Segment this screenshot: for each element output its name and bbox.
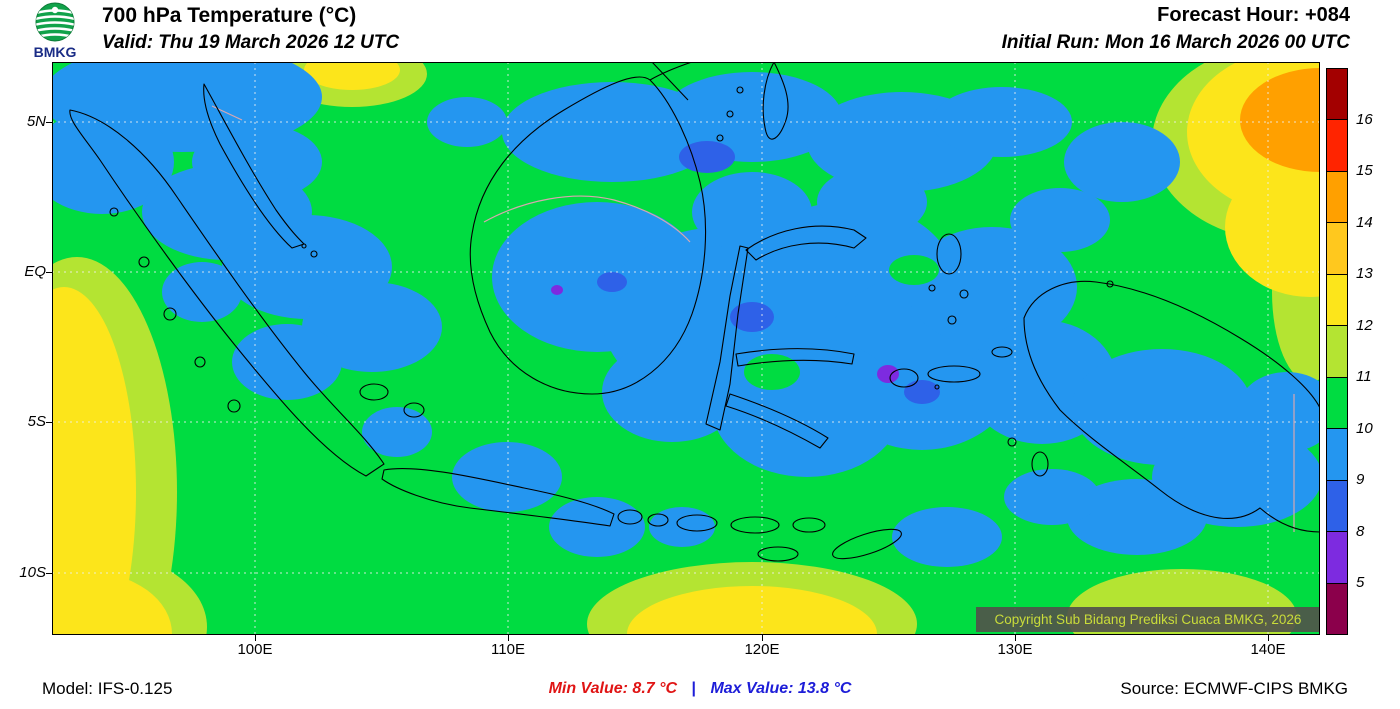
copyright-text: Copyright Sub Bidang Prediksi Cuaca BMKG…	[995, 612, 1302, 627]
minmax-line: Min Value: 8.7 °C | Max Value: 13.8 °C	[0, 680, 1400, 698]
gridlines-layer	[52, 62, 1320, 635]
colorbar-tick-label: 9	[1356, 471, 1365, 489]
map-frame	[52, 62, 1320, 635]
coastlines-layer	[69, 62, 1320, 562]
temperature-fill-layer	[52, 62, 1320, 635]
y-axis-label-eq: EQ	[24, 263, 46, 280]
indonesia-temperature-map: Copyright Sub Bidang Prediksi Cuaca BMKG…	[52, 62, 1320, 635]
x-axis-tick	[762, 635, 763, 641]
y-axis-tick	[46, 422, 52, 423]
y-axis-label-5n: 5N	[26, 113, 46, 130]
bmkg-logo-text: BMKG	[34, 44, 77, 60]
copyright-overlay: Copyright Sub Bidang Prediksi Cuaca BMKG…	[976, 607, 1320, 632]
colorbar-cell	[1327, 274, 1347, 327]
temperature-contour-svg: Copyright Sub Bidang Prediksi Cuaca BMKG…	[52, 62, 1320, 635]
colorbar-tick-label: 13	[1356, 265, 1373, 283]
colorbar-tick-label: 14	[1356, 213, 1373, 231]
model-label: Model: IFS-0.125	[42, 679, 173, 698]
y-axis-label-5s: 5S	[27, 413, 46, 430]
colorbar-cell	[1327, 583, 1347, 634]
x-axis-tick	[1268, 635, 1269, 641]
colorbar-cell	[1327, 429, 1347, 481]
x-axis-label-120e: 120E	[744, 641, 780, 658]
initial-run-label: Initial Run: Mon 16 March 2026 00 UTC	[1001, 32, 1350, 53]
y-axis-tick	[46, 272, 52, 273]
x-axis-label-140e: 140E	[1250, 641, 1286, 658]
colorbar-tick-label: 5	[1356, 574, 1365, 592]
x-axis-tick	[508, 635, 509, 641]
y-axis-label-10s: 10S	[19, 564, 46, 581]
page-title: 700 hPa Temperature (°C)	[102, 4, 357, 27]
colorbar	[1326, 68, 1348, 635]
colorbar-cell	[1327, 480, 1347, 533]
y-axis-tick	[46, 573, 52, 574]
colorbar-tick-label: 15	[1356, 162, 1373, 180]
colorbar-tick-label: 16	[1356, 110, 1373, 128]
x-axis-label-110e: 110E	[491, 641, 525, 658]
colorbar-cell	[1327, 120, 1347, 172]
forecast-hour-label: Forecast Hour: +084	[1157, 4, 1350, 26]
bmkg-logo: BMKG	[34, 2, 77, 60]
valid-time-label: Valid: Thu 19 March 2026 12 UTC	[102, 32, 400, 53]
colorbar-cell	[1327, 532, 1347, 584]
colorbar-tick-label: 10	[1356, 419, 1373, 437]
colorbar-cell	[1327, 377, 1347, 430]
max-value-label: Max Value: 13.8 °C	[710, 680, 852, 697]
source-label: Source: ECMWF-CIPS BMKG	[1120, 679, 1348, 698]
colorbar-cell	[1327, 171, 1347, 224]
colorbar-tick-label: 11	[1356, 368, 1372, 386]
x-axis-label-100e: 100E	[237, 641, 273, 658]
x-axis-label-130e: 130E	[997, 641, 1033, 658]
minmax-separator: |	[691, 680, 696, 697]
x-axis-tick	[1015, 635, 1016, 641]
min-value-label: Min Value: 8.7 °C	[548, 680, 678, 697]
x-axis-tick	[255, 635, 256, 641]
y-axis-tick	[46, 122, 52, 123]
colorbar-cell	[1327, 326, 1347, 378]
colorbar-cell	[1327, 69, 1347, 121]
colorbar-tick-label: 8	[1356, 522, 1365, 540]
colorbar-cell	[1327, 223, 1347, 275]
colorbar-tick-label: 12	[1356, 316, 1373, 334]
